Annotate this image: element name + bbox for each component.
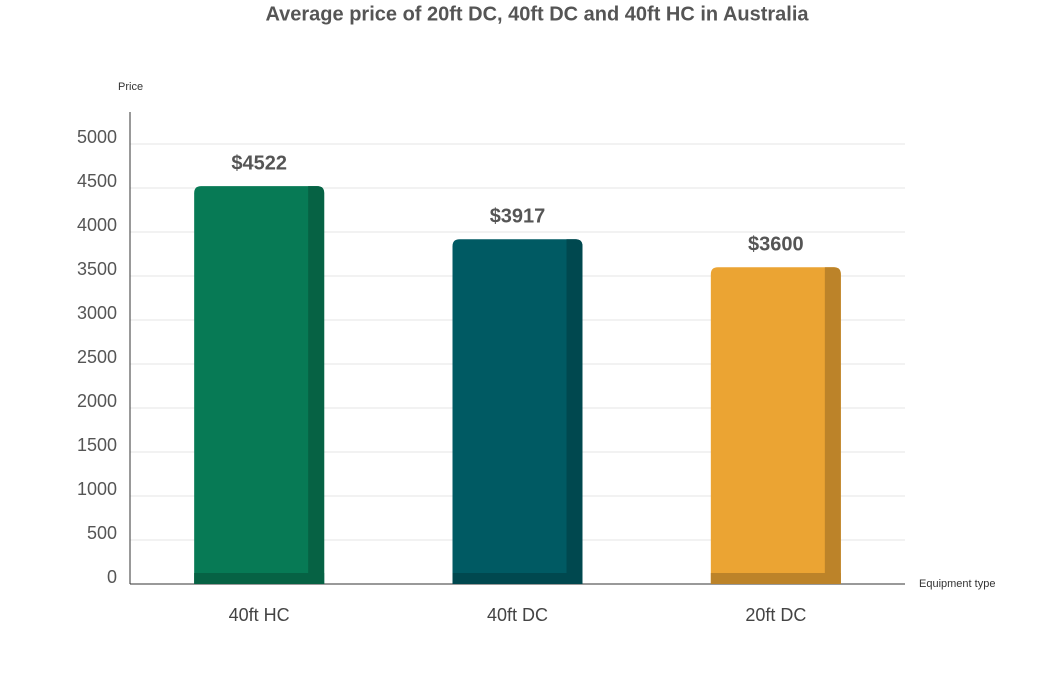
y-tick-label: 3000 (77, 303, 117, 323)
value-label: $3917 (490, 206, 546, 228)
y-tick-label: 0 (107, 567, 117, 587)
chart-title: Average price of 20ft DC, 40ft DC and 40… (265, 3, 809, 25)
value-label: $3600 (748, 233, 804, 255)
bar (710, 267, 841, 584)
x-tick-label: 40ft HC (229, 605, 290, 625)
bar-base-shade (710, 573, 841, 584)
y-axis-title: Price (118, 81, 143, 93)
bar-side-shade (566, 239, 583, 584)
y-tick-label: 4000 (77, 215, 117, 235)
bar-base-shade (452, 573, 583, 584)
bar-side-shade (824, 267, 841, 584)
y-tick-label: 5000 (77, 127, 117, 147)
bar-side-shade (308, 186, 325, 584)
x-tick-label: 20ft DC (745, 605, 806, 625)
y-tick-label: 500 (87, 523, 117, 543)
y-tick-label: 3500 (77, 259, 117, 279)
bar (452, 239, 583, 584)
x-tick-label: 40ft DC (487, 605, 548, 625)
y-tick-label: 2500 (77, 347, 117, 367)
bar-base-shade (194, 573, 325, 584)
y-tick-label: 4500 (77, 171, 117, 191)
y-tick-label: 1500 (77, 435, 117, 455)
y-tick-label: 1000 (77, 479, 117, 499)
value-label: $4522 (231, 152, 287, 174)
bar (194, 186, 325, 584)
x-axis-title: Equipment type (919, 578, 995, 590)
y-tick-label: 2000 (77, 391, 117, 411)
